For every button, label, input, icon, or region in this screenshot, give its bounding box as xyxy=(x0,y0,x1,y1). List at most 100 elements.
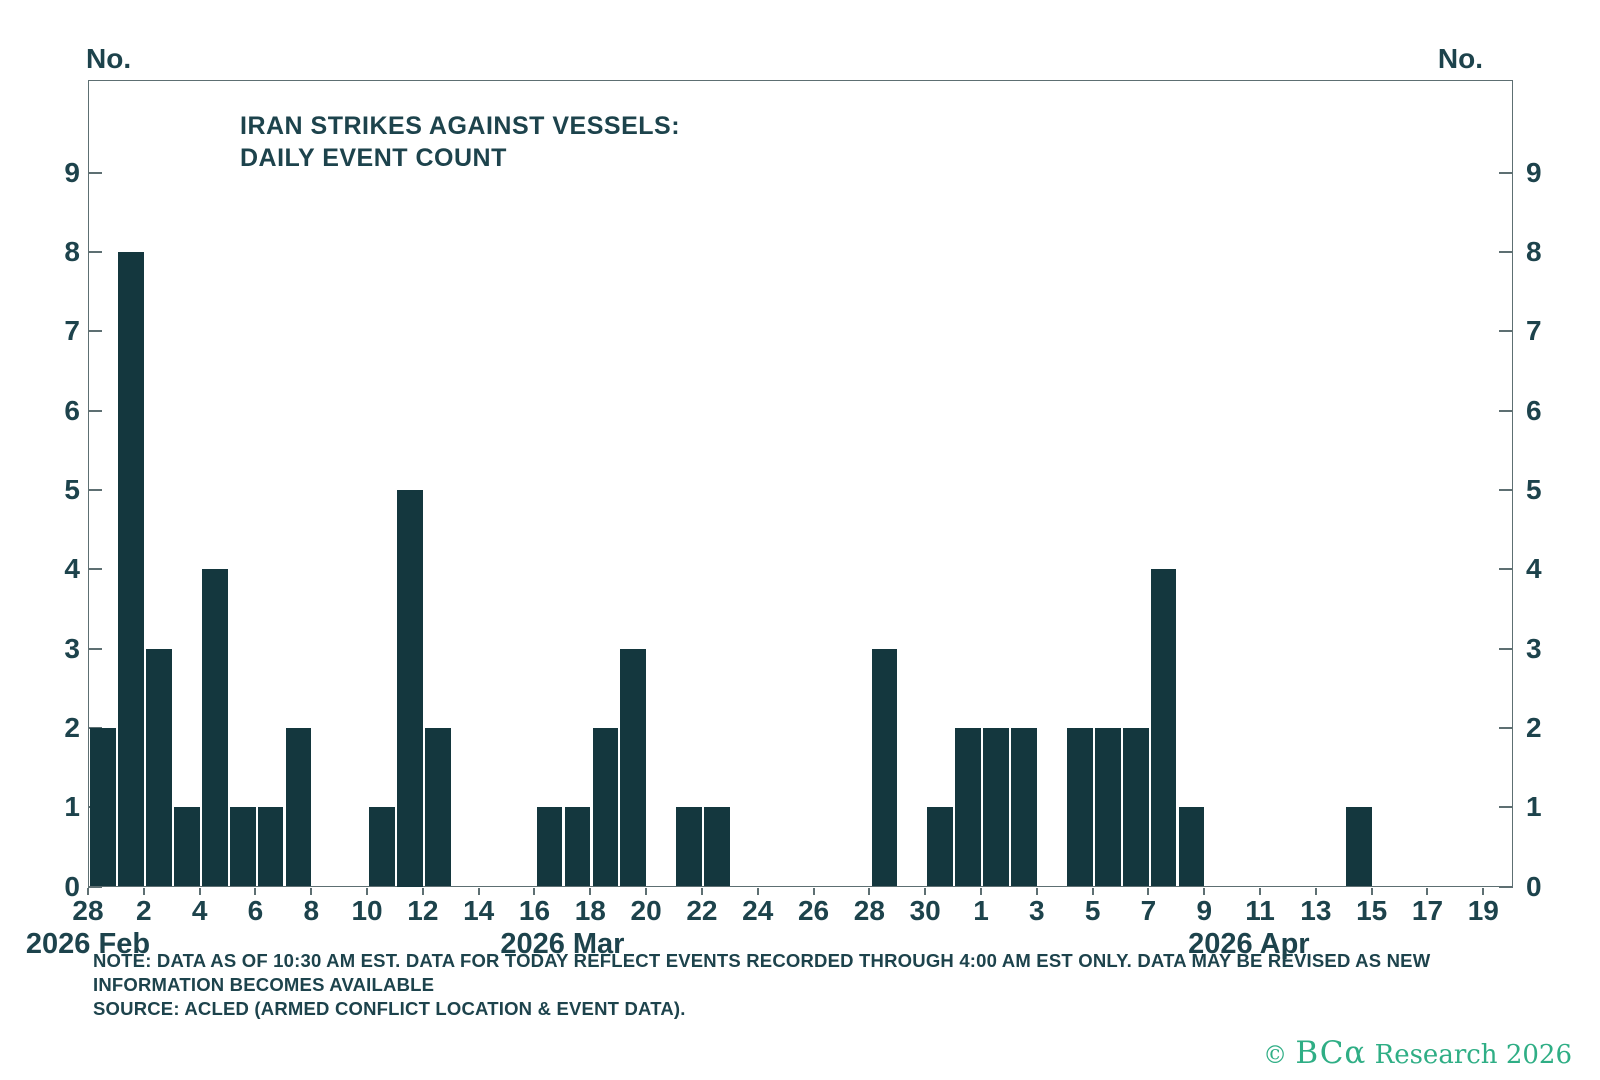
y-axis-unit-label-right: No. xyxy=(1437,43,1483,74)
bar-2026-03-07 xyxy=(285,727,312,887)
x-axis-label: 19 xyxy=(1467,895,1499,926)
y-axis-tick-left xyxy=(88,489,102,491)
x-axis-tick xyxy=(756,887,759,895)
y-axis-label-left: 4 xyxy=(64,553,80,585)
x-axis-label: 17 xyxy=(1411,895,1444,926)
bar-2026-04-02 xyxy=(1011,727,1037,887)
x-axis-label: 12 xyxy=(407,895,439,926)
y-axis-tick-left xyxy=(88,330,102,333)
y-axis-tick-right xyxy=(1499,885,1513,888)
x-axis-tick xyxy=(700,887,703,895)
x-axis-tick xyxy=(1147,887,1150,895)
bar-2026-03-16 xyxy=(536,807,563,887)
bca-brand-text: BCα xyxy=(1295,1035,1367,1071)
x-axis-tick xyxy=(1035,887,1038,895)
y-axis-label-right: 3 xyxy=(1526,632,1542,664)
x-axis-tick xyxy=(645,887,648,895)
plot-frame xyxy=(88,80,1513,887)
bar-2026-03-12 xyxy=(425,727,451,887)
x-axis-label: 14 xyxy=(463,895,495,926)
chart-title: IRAN STRIKES AGAINST VESSELS: DAILY EVEN… xyxy=(240,111,680,174)
x-axis-label: 16 xyxy=(518,895,551,926)
y-axis-tick-left xyxy=(88,251,102,254)
y-axis-label-right: 2 xyxy=(1526,711,1542,743)
y-axis-label-left: 7 xyxy=(64,315,80,347)
x-axis-label: 7 xyxy=(1140,895,1157,926)
x-axis-label: 8 xyxy=(303,895,320,926)
bar-2026-03-02 xyxy=(146,648,172,887)
bar-2026-03-28 xyxy=(871,648,898,887)
x-axis-month-label: 2026 Mar xyxy=(500,928,625,960)
footnote: NOTE: DATA AS OF 10:30 AM EST. DATA FOR … xyxy=(93,949,1430,1021)
y-axis-label-right: 9 xyxy=(1526,156,1542,188)
x-axis-tick xyxy=(533,887,536,895)
x-axis-tick xyxy=(198,887,201,895)
bar-2026-03-11 xyxy=(397,490,423,887)
bar-2026-03-04 xyxy=(201,569,228,887)
x-axis-label: 10 xyxy=(351,895,383,926)
bar-2026-04-05 xyxy=(1094,727,1121,887)
y-axis-tick-left xyxy=(88,568,102,571)
x-axis-tick xyxy=(87,887,89,895)
y-axis-label-right: 8 xyxy=(1526,236,1542,268)
y-axis-tick-left xyxy=(88,647,102,650)
bar-2026-04-08 xyxy=(1178,807,1205,887)
x-axis-tick xyxy=(1426,887,1429,895)
y-axis-unit-label-left: No. xyxy=(86,43,132,74)
x-axis-tick xyxy=(421,887,424,895)
bar-2026-03-30 xyxy=(927,807,954,887)
bar-2026-03-03 xyxy=(173,807,200,887)
y-axis-tick-right xyxy=(1499,489,1513,491)
bar-2026-03-06 xyxy=(257,807,284,887)
x-axis-label: 3 xyxy=(1029,895,1045,926)
x-axis-tick xyxy=(924,887,927,895)
x-axis-month-label: 2026 Apr xyxy=(1188,928,1310,960)
footnote-line3: SOURCE: ACLED (ARMED CONFLICT LOCATION &… xyxy=(93,998,686,1019)
y-axis-label-left: 2 xyxy=(64,711,80,743)
y-axis-tick-left xyxy=(88,409,102,412)
y-axis-tick-right xyxy=(1499,330,1513,333)
y-axis-tick-left xyxy=(88,885,102,888)
bar-2026-04-07 xyxy=(1150,569,1177,887)
bar-2026-04-01 xyxy=(983,727,1009,887)
y-axis-label-left: 1 xyxy=(64,791,80,823)
copyright-symbol: © xyxy=(1263,1041,1288,1069)
y-axis-label-left: 8 xyxy=(64,236,80,268)
x-axis-tick xyxy=(254,887,257,895)
y-axis-label-left: 9 xyxy=(64,156,80,188)
x-axis-tick xyxy=(812,887,815,895)
y-axis-label-right: 0 xyxy=(1526,870,1542,902)
bar-2026-03-21 xyxy=(676,807,703,887)
y-axis-tick-right xyxy=(1499,251,1513,254)
y-axis-tick-right xyxy=(1499,409,1513,412)
y-axis-label-right: 7 xyxy=(1526,315,1542,347)
bar-2026-04-04 xyxy=(1066,727,1093,887)
x-axis-tick xyxy=(1203,887,1206,895)
y-axis-label-right: 5 xyxy=(1526,474,1542,505)
y-axis-tick-right xyxy=(1499,726,1513,729)
bar-2026-03-17 xyxy=(564,807,591,887)
y-axis-label-left: 6 xyxy=(64,394,80,426)
footnote-line2: INFORMATION BECOMES AVAILABLE xyxy=(93,974,435,995)
x-axis-label: 28 xyxy=(72,895,104,926)
x-axis-tick xyxy=(1482,887,1485,895)
bar-2026-03-01 xyxy=(118,252,144,887)
bar-2026-03-22 xyxy=(704,807,730,887)
y-axis-label-left: 3 xyxy=(64,632,80,664)
x-axis-tick xyxy=(366,887,369,895)
x-axis-label: 1 xyxy=(973,895,989,926)
bar-2026-03-10 xyxy=(369,807,396,887)
x-axis-tick xyxy=(589,887,592,895)
x-axis-label: 28 xyxy=(853,895,885,926)
x-axis-label: 9 xyxy=(1196,895,1213,926)
x-axis-label: 18 xyxy=(574,895,606,926)
bar-2026-03-31 xyxy=(955,727,982,887)
x-axis-label: 6 xyxy=(247,895,264,926)
bar-2026-04-06 xyxy=(1122,727,1149,887)
x-axis-label: 26 xyxy=(797,895,830,926)
y-axis-tick-right xyxy=(1499,171,1513,174)
y-axis-tick-right xyxy=(1499,568,1513,571)
y-axis-tick-right xyxy=(1499,806,1513,809)
x-axis-tick xyxy=(1091,887,1094,895)
x-axis-label: 13 xyxy=(1300,895,1332,926)
